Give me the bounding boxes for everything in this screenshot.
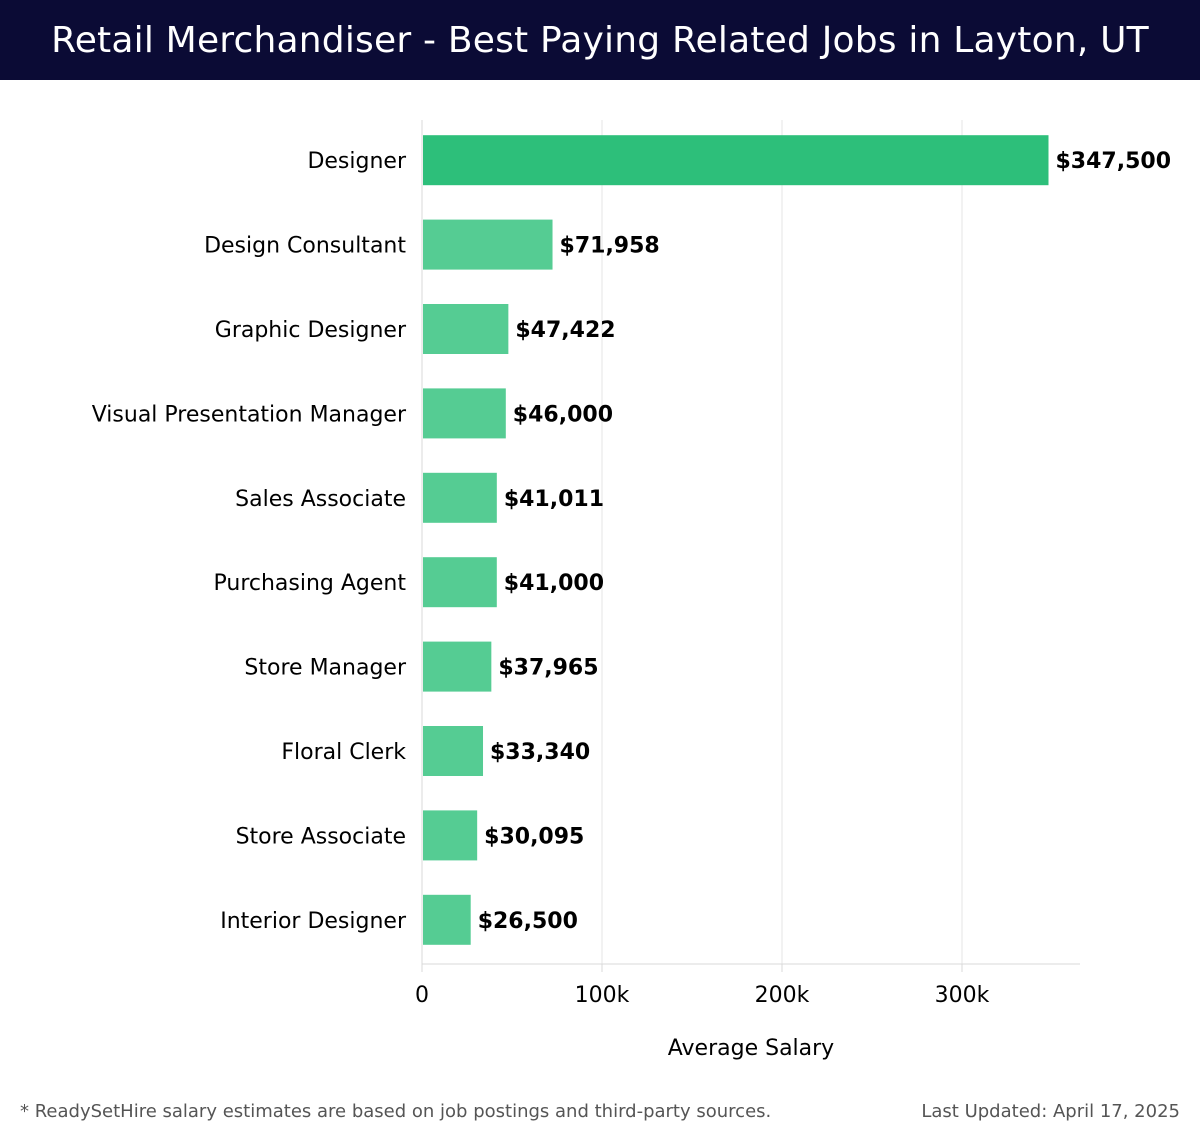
category-label: Floral Clerk [281,740,406,765]
value-label: $71,958 [560,234,660,259]
category-label: Designer [307,149,406,174]
value-label: $37,965 [498,656,598,681]
bar [423,726,484,776]
x-tick-label: 300k [935,983,990,1008]
value-label: $41,000 [504,571,604,596]
x-tick-label: 200k [755,983,810,1008]
chart-title: Retail Merchandiser - Best Paying Relate… [51,19,1149,61]
category-label: Store Manager [244,656,407,681]
value-label: $33,340 [490,740,590,765]
value-label: $46,000 [513,402,613,427]
bar [423,219,553,270]
category-label: Store Associate [236,824,406,849]
x-tick-label: 0 [415,983,429,1008]
value-label: $41,011 [504,487,604,512]
value-label: $47,422 [515,318,615,343]
bar [423,557,497,608]
bar [423,472,497,523]
bar [423,810,478,861]
category-label: Sales Associate [235,487,406,512]
x-tick-label: 100k [575,983,630,1008]
x-axis-title: Average Salary [668,1036,834,1061]
value-label: $347,500 [1056,149,1172,174]
bar [423,894,471,945]
category-label: Graphic Designer [215,318,407,343]
footer-disclaimer: * ReadySetHire salary estimates are base… [20,1101,772,1122]
salary-bar-chart: 0 100k 200k 300k Average Salary Designer $347,… [92,120,1172,1061]
bar [423,641,492,692]
bar [423,304,509,354]
value-label: $26,500 [478,909,578,934]
title-bar: Retail Merchandiser - Best Paying Relate… [0,0,1200,80]
value-label: $30,095 [484,824,584,849]
category-label: Visual Presentation Manager [92,402,407,427]
category-label: Design Consultant [204,234,406,259]
bar [423,388,506,439]
bar [423,135,1049,186]
category-label: Purchasing Agent [214,571,407,596]
category-label: Interior Designer [220,909,407,934]
footer-last-updated: Last Updated: April 17, 2025 [921,1101,1180,1122]
